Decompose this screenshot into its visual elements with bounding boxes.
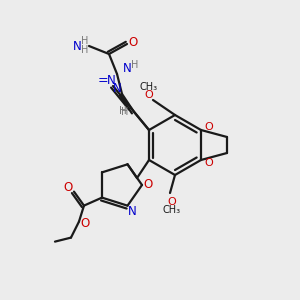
Text: O: O [205,158,213,168]
Text: H: H [131,60,139,70]
Text: =: = [98,74,108,88]
Text: H: H [119,106,127,116]
Text: O: O [145,90,153,100]
Text: O: O [143,178,153,191]
Text: N: N [123,62,131,76]
Text: O: O [80,217,90,230]
Text: N: N [128,205,137,218]
Text: N: N [73,40,81,52]
Text: O: O [63,181,73,194]
Text: O: O [128,35,138,49]
Text: N: N [106,74,116,88]
Text: CH₃: CH₃ [163,205,181,215]
Text: CH₃: CH₃ [140,82,158,92]
Text: O: O [205,122,213,132]
Text: H: H [81,36,89,46]
Text: N: N [112,82,122,95]
Text: H: H [81,45,89,55]
Text: H: H [121,107,129,117]
Text: O: O [168,197,176,207]
